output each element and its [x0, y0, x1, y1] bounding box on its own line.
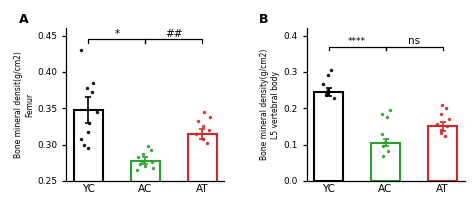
- Text: *: *: [114, 29, 119, 39]
- Bar: [188, 134, 217, 218]
- Text: ##: ##: [165, 29, 182, 39]
- Bar: [428, 126, 457, 181]
- Y-axis label: Bone mineral densit(g/cm2)
Femur: Bone mineral densit(g/cm2) Femur: [14, 51, 35, 158]
- Y-axis label: Bone mineral density(g/cm2)
L5 vertebral body: Bone mineral density(g/cm2) L5 vertebral…: [260, 49, 280, 160]
- Text: B: B: [259, 13, 269, 26]
- Bar: [73, 110, 103, 218]
- Bar: [314, 92, 343, 181]
- Text: A: A: [19, 13, 28, 26]
- Bar: [130, 161, 160, 218]
- Bar: [371, 143, 401, 181]
- Text: ****: ****: [348, 37, 366, 46]
- Text: ns: ns: [408, 36, 420, 46]
